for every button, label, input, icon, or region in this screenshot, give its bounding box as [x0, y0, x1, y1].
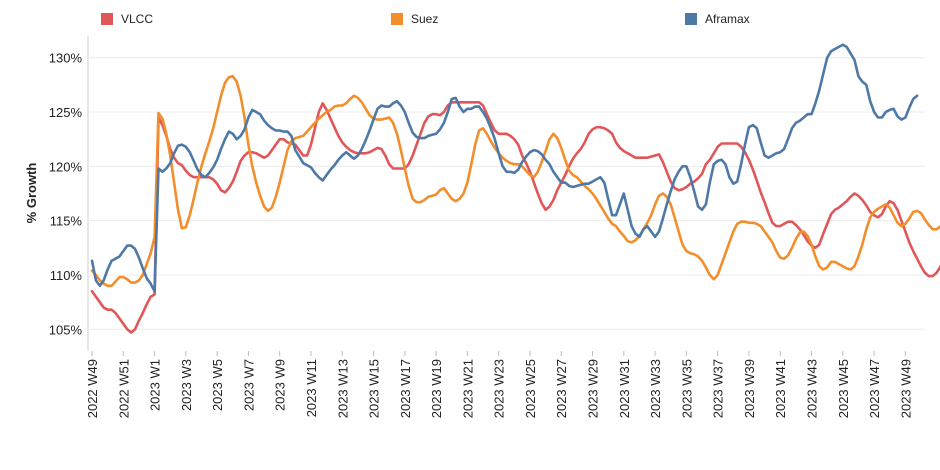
series-line-suez	[90, 74, 940, 288]
x-tick-label: 2023 W9	[273, 359, 288, 411]
x-tick-label: 2023 W3	[179, 359, 194, 411]
x-tick-label: 2023 W15	[367, 359, 382, 418]
legend-swatch-vlcc	[101, 13, 113, 25]
x-tick-label: 2023 W27	[554, 359, 569, 418]
x-tick-label: 2023 W1	[148, 359, 163, 411]
legend-item-vlcc[interactable]: VLCC	[101, 12, 153, 26]
x-tick-label: 2023 W39	[742, 359, 757, 418]
x-tick-label: 2023 W49	[898, 359, 913, 418]
x-tick-label: 2023 W7	[241, 359, 256, 411]
y-tick-label: 105%	[49, 322, 83, 337]
legend-label-aframax: Aframax	[705, 12, 750, 26]
gridlines	[88, 57, 925, 330]
x-tick-label: 2023 W35	[679, 359, 694, 418]
y-tick-label: 110%	[50, 268, 83, 283]
x-tick-label: 2023 W11	[304, 359, 319, 417]
x-tick-label: 2023 W23	[492, 359, 507, 418]
x-tick-label: 2022 W49	[85, 359, 100, 418]
x-tick-label: 2023 W21	[460, 359, 475, 418]
y-tick-labels: 105% 110% 115% 120% 125% 130%	[49, 51, 83, 338]
x-ticks: 2022 W49 2022 W51 2023 W1 2023 W3 2023 W5 202…	[85, 351, 913, 418]
y-tick-label: 125%	[49, 105, 83, 120]
x-tick-label: 2023 W45	[836, 359, 851, 418]
series-line-aframax	[90, 43, 919, 293]
x-tick-label: 2023 W47	[867, 359, 882, 418]
y-axis-label: % Growth	[24, 163, 39, 224]
legend-label-vlcc: VLCC	[121, 12, 154, 26]
series-line-vlcc	[90, 101, 940, 334]
legend-swatch-suez	[391, 13, 403, 25]
legend-item-aframax[interactable]: Aframax	[685, 12, 750, 26]
y-tick-label: 130%	[49, 51, 83, 66]
x-tick-label: 2023 W25	[523, 359, 538, 418]
x-tick-label: 2023 W37	[711, 359, 726, 418]
x-tick-label: 2023 W41	[773, 359, 788, 418]
legend-label-suez: Suez	[411, 12, 439, 26]
x-tick-label: 2023 W5	[210, 359, 225, 411]
series-lines	[90, 43, 940, 334]
x-tick-label: 2023 W17	[398, 359, 413, 418]
y-tick-label: 120%	[49, 159, 83, 174]
x-tick-label: 2023 W19	[429, 359, 444, 418]
x-tick-label: 2023 W43	[805, 359, 820, 418]
x-tick-label: 2023 W31	[617, 359, 632, 418]
legend-swatch-aframax	[685, 13, 697, 25]
x-tick-label: 2023 W13	[335, 359, 350, 418]
y-tick-label: 115%	[50, 214, 83, 229]
x-tick-label: 2023 W29	[586, 359, 601, 418]
x-tick-label: 2023 W33	[648, 359, 663, 418]
x-tick-label: 2022 W51	[116, 359, 131, 418]
legend-item-suez[interactable]: Suez	[391, 12, 438, 26]
